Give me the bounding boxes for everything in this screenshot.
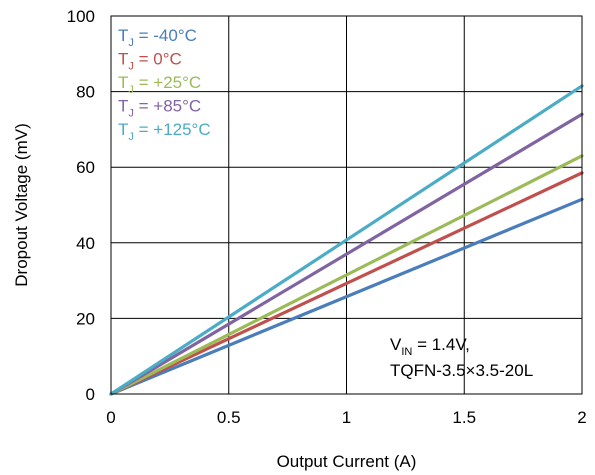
series-line-4 (109, 84, 584, 396)
legend: TJ = -40°CTJ = 0°CTJ = +25°CTJ = +85°CTJ… (118, 26, 211, 143)
y-tick-label: 0 (86, 385, 95, 404)
y-tick-label: 80 (76, 83, 95, 102)
y-tick-label: 40 (76, 234, 95, 253)
grid (111, 16, 582, 394)
series-lines (109, 84, 584, 396)
y-tick-label: 100 (67, 7, 95, 26)
x-tick-label: 0.5 (217, 408, 241, 427)
series-line-2 (109, 154, 584, 396)
y-tick-labels: 0 20 40 60 80 100 (67, 7, 95, 404)
x-tick-label: 2 (577, 408, 586, 427)
x-tick-label: 1 (342, 408, 351, 427)
annotation-line-1: VIN = 1.4V, (390, 335, 470, 358)
y-tick-label: 20 (76, 309, 95, 328)
series-line-3 (109, 112, 584, 396)
legend-entry-2: TJ = +25°C (118, 73, 201, 96)
series-line-0 (109, 197, 584, 396)
x-axis-title: Output Current (A) (277, 452, 417, 471)
y-axis-title: Dropout Voltage (mV) (12, 123, 31, 286)
legend-entry-3: TJ = +85°C (118, 97, 201, 120)
condition-annotation: VIN = 1.4V, TQFN-3.5×3.5-20L (390, 335, 533, 380)
legend-entry-1: TJ = 0°C (118, 50, 182, 73)
series-line-1 (109, 171, 584, 396)
annotation-line-2: TQFN-3.5×3.5-20L (390, 361, 533, 380)
x-tick-label: 0 (106, 408, 115, 427)
y-tick-label: 60 (76, 158, 95, 177)
legend-entry-4: TJ = +125°C (118, 120, 211, 143)
x-tick-labels: 0 0.5 1 1.5 2 (106, 408, 586, 427)
legend-entry-0: TJ = -40°C (118, 26, 197, 49)
plot-frame (110, 15, 583, 395)
x-tick-label: 1.5 (452, 408, 476, 427)
